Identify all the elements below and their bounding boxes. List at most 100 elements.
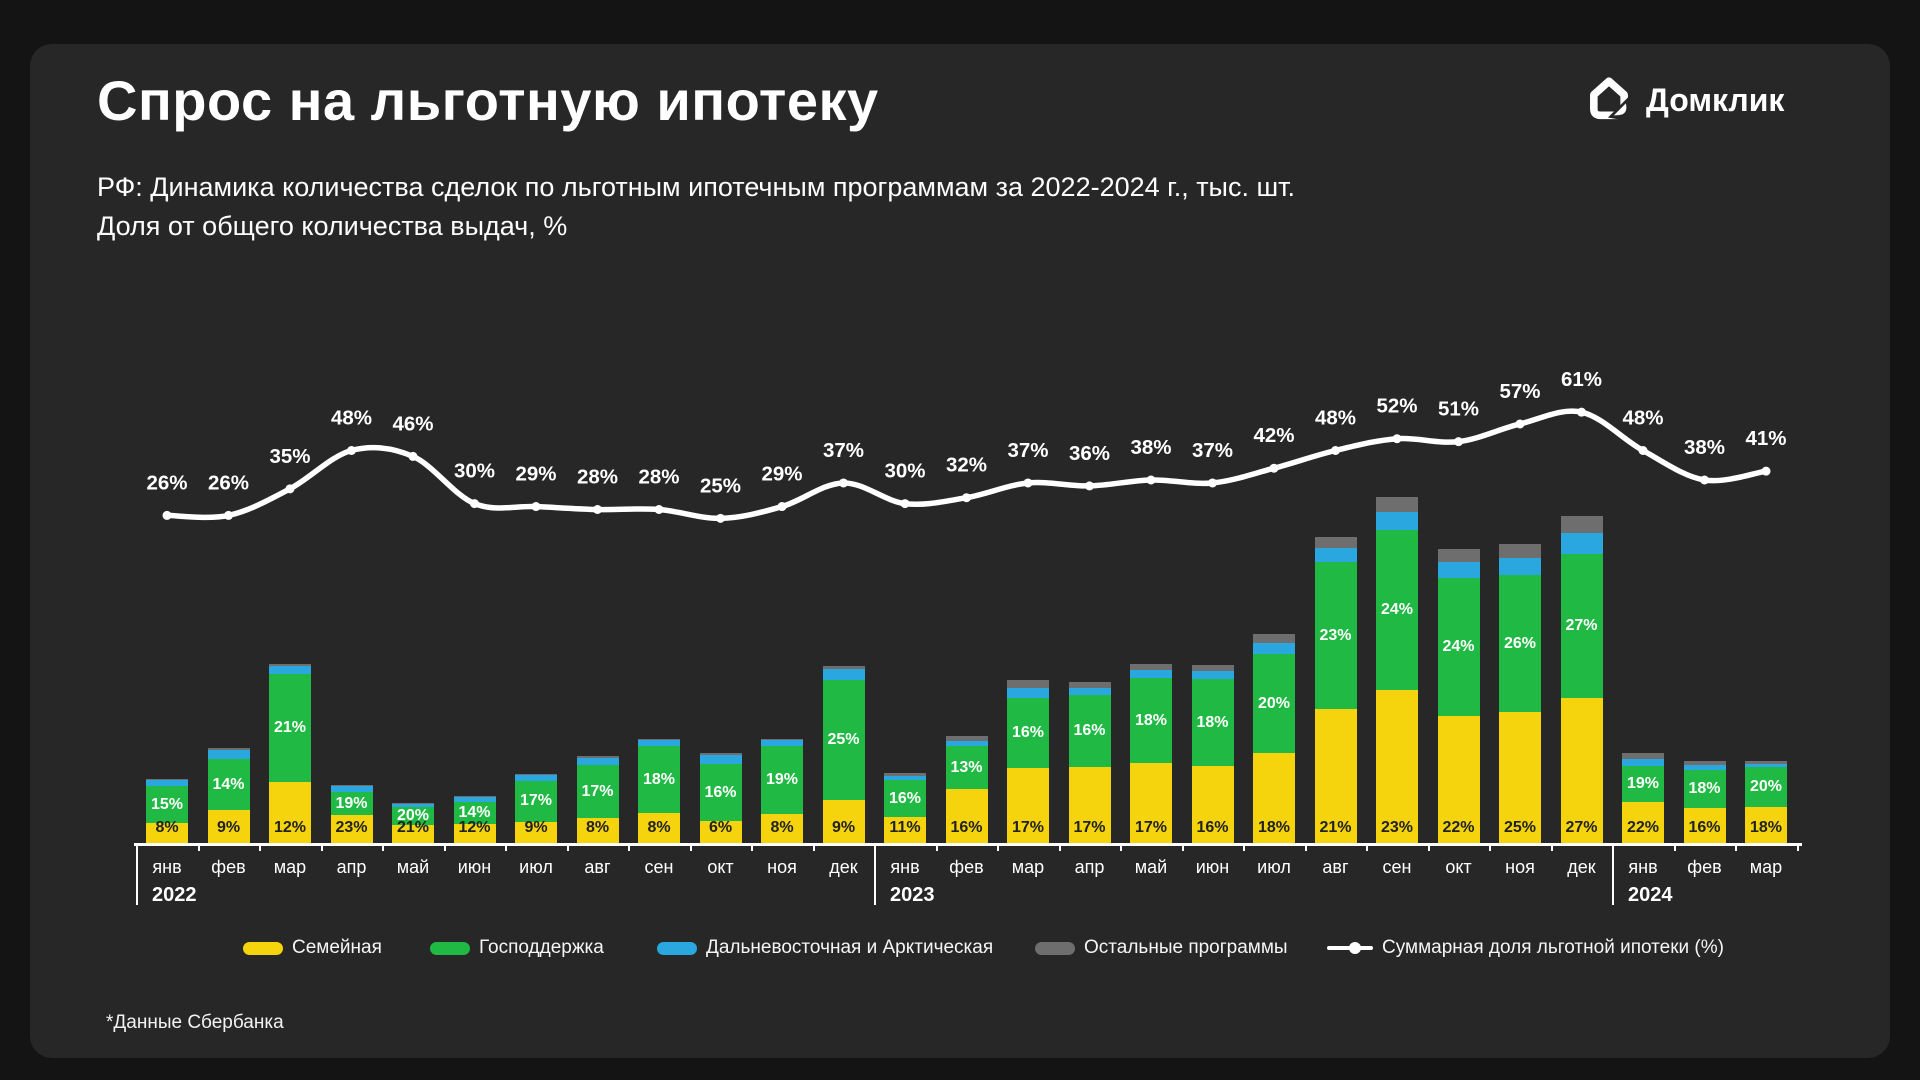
seg-family — [945, 789, 988, 843]
x-axis-tick — [1550, 843, 1553, 851]
label-gospodderzhka-pct: 16% — [888, 789, 922, 807]
seg-other — [1253, 634, 1295, 643]
label-family-pct: 21% — [396, 819, 430, 836]
label-family-pct: 18% — [1257, 819, 1291, 836]
seg-other — [576, 756, 619, 758]
x-axis-line — [134, 843, 1802, 846]
share-line-label: 38% — [1684, 436, 1725, 459]
seg-gospodderzhka — [1314, 562, 1357, 710]
share-line-point — [470, 499, 479, 509]
share-line-point — [593, 505, 602, 514]
share-line-label: 37% — [823, 439, 864, 462]
legend-label: Остальные программы — [1084, 937, 1288, 958]
seg-gospodderzhka — [146, 786, 188, 824]
share-line-point — [224, 510, 233, 520]
label-family-pct: 17% — [1073, 819, 1106, 836]
seg-other — [1622, 753, 1664, 759]
seg-other — [1745, 761, 1787, 764]
year-separator — [1611, 843, 1614, 905]
x-axis-tick — [259, 843, 261, 851]
x-axis-month-label: июн — [1195, 857, 1230, 877]
bar-17-май — [1130, 664, 1172, 843]
share-line-point — [1638, 446, 1648, 455]
x-axis-tick — [320, 843, 323, 851]
share-line-label: 51% — [1438, 398, 1479, 421]
label-family-pct: 16% — [950, 819, 983, 836]
seg-gospodderzhka — [945, 746, 988, 790]
share-line-label: 57% — [1499, 380, 1540, 403]
seg-gospodderzhka — [1376, 530, 1418, 690]
seg-other — [761, 739, 803, 741]
legend-label: Суммарная доля льготной ипотеки (%) — [1382, 937, 1724, 958]
seg-dalnevostochnaya — [1253, 642, 1295, 654]
seg-gospodderzhka — [638, 746, 680, 814]
seg-other — [1560, 516, 1603, 533]
seg-family — [207, 810, 250, 843]
seg-other — [638, 739, 680, 741]
seg-family — [638, 813, 680, 843]
seg-gospodderzhka — [1622, 766, 1664, 802]
year-label: 2022 — [152, 884, 197, 906]
label-family-pct: 8% — [647, 819, 671, 836]
label-gospodderzhka-pct: 18% — [1134, 711, 1168, 729]
x-axis-month-label: сен — [644, 857, 674, 877]
bar-7-июл — [515, 774, 557, 843]
x-axis-tick — [566, 843, 569, 851]
seg-other — [330, 785, 373, 787]
seg-other — [515, 774, 557, 776]
seg-other — [207, 748, 250, 751]
seg-dalnevostochnaya — [576, 757, 619, 766]
label-gospodderzhka-pct: 21% — [273, 718, 307, 736]
bar-12-дек — [822, 666, 865, 843]
share-line-label: 35% — [269, 445, 310, 468]
bar-23-ноя — [1499, 544, 1541, 843]
seg-other — [1007, 680, 1049, 688]
share-line-point — [839, 478, 848, 488]
label-gospodderzhka-pct: 26% — [1503, 634, 1537, 652]
share-line-label: 30% — [884, 460, 925, 483]
seg-family — [330, 815, 373, 843]
x-axis-month-label: сен — [1382, 857, 1412, 877]
x-axis-tick — [197, 843, 200, 851]
bar-20-авг — [1314, 537, 1357, 843]
x-axis-month-label: авг — [584, 857, 611, 877]
bar-27-мар — [1745, 761, 1787, 843]
label-family-pct: 12% — [458, 819, 491, 836]
seg-dalnevostochnaya — [269, 666, 311, 675]
seg-other — [453, 796, 496, 798]
seg-dalnevostochnaya — [822, 668, 865, 681]
domclick-logo: Домклик — [1583, 72, 1784, 129]
seg-family — [1314, 709, 1357, 843]
label-family-pct: 8% — [155, 819, 179, 836]
legend-swatch — [430, 941, 470, 955]
seg-dalnevostochnaya — [1130, 670, 1172, 679]
label-gospodderzhka-pct: 24% — [1380, 601, 1414, 619]
seg-dalnevostochnaya — [1191, 671, 1234, 680]
share-line — [164, 408, 1769, 522]
seg-dalnevostochnaya — [1314, 548, 1357, 563]
x-axis-month-label: фев — [211, 857, 246, 877]
bar-9-сен — [638, 739, 680, 843]
label-family-pct: 9% — [216, 819, 241, 836]
label-family-pct: 9% — [831, 819, 856, 836]
x-axis-tick — [1366, 843, 1368, 851]
domclick-house-icon — [1583, 72, 1635, 129]
chart-subtitle-line1: РФ: Динамика количества сделок по льготн… — [97, 172, 1296, 202]
seg-family — [884, 817, 926, 843]
seg-gospodderzhka — [822, 680, 865, 800]
legend-line-glyph — [1327, 942, 1373, 954]
seg-gospodderzhka — [884, 779, 926, 818]
x-axis-month-label: апр — [1074, 857, 1105, 877]
x-axis-month-label: апр — [336, 857, 367, 877]
share-line-label: 29% — [515, 463, 556, 486]
legend-item-1: Семейная — [243, 936, 382, 960]
seg-dalnevostochnaya — [1068, 688, 1111, 696]
seg-dalnevostochnaya — [1007, 687, 1049, 698]
label-gospodderzhka-pct: 14% — [458, 804, 491, 822]
bar-11-ноя — [761, 739, 803, 843]
x-axis-month-label: июл — [1257, 857, 1291, 877]
label-gospodderzhka-pct: 23% — [1319, 626, 1352, 644]
legend-item-4: Остальные программы — [1035, 936, 1288, 960]
seg-family — [699, 821, 742, 843]
